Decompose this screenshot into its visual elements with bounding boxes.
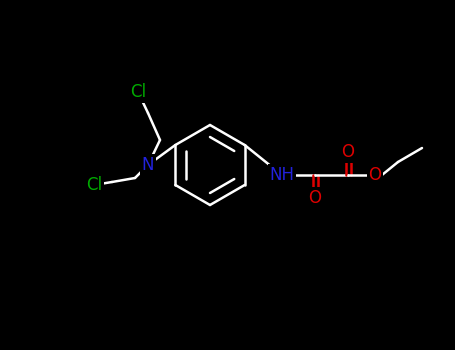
Text: O: O bbox=[308, 189, 322, 207]
Text: Cl: Cl bbox=[130, 83, 146, 101]
Text: O: O bbox=[369, 166, 381, 184]
Text: NH: NH bbox=[269, 166, 294, 184]
Text: Cl: Cl bbox=[86, 176, 102, 194]
Text: N: N bbox=[142, 156, 154, 174]
Text: O: O bbox=[342, 143, 354, 161]
